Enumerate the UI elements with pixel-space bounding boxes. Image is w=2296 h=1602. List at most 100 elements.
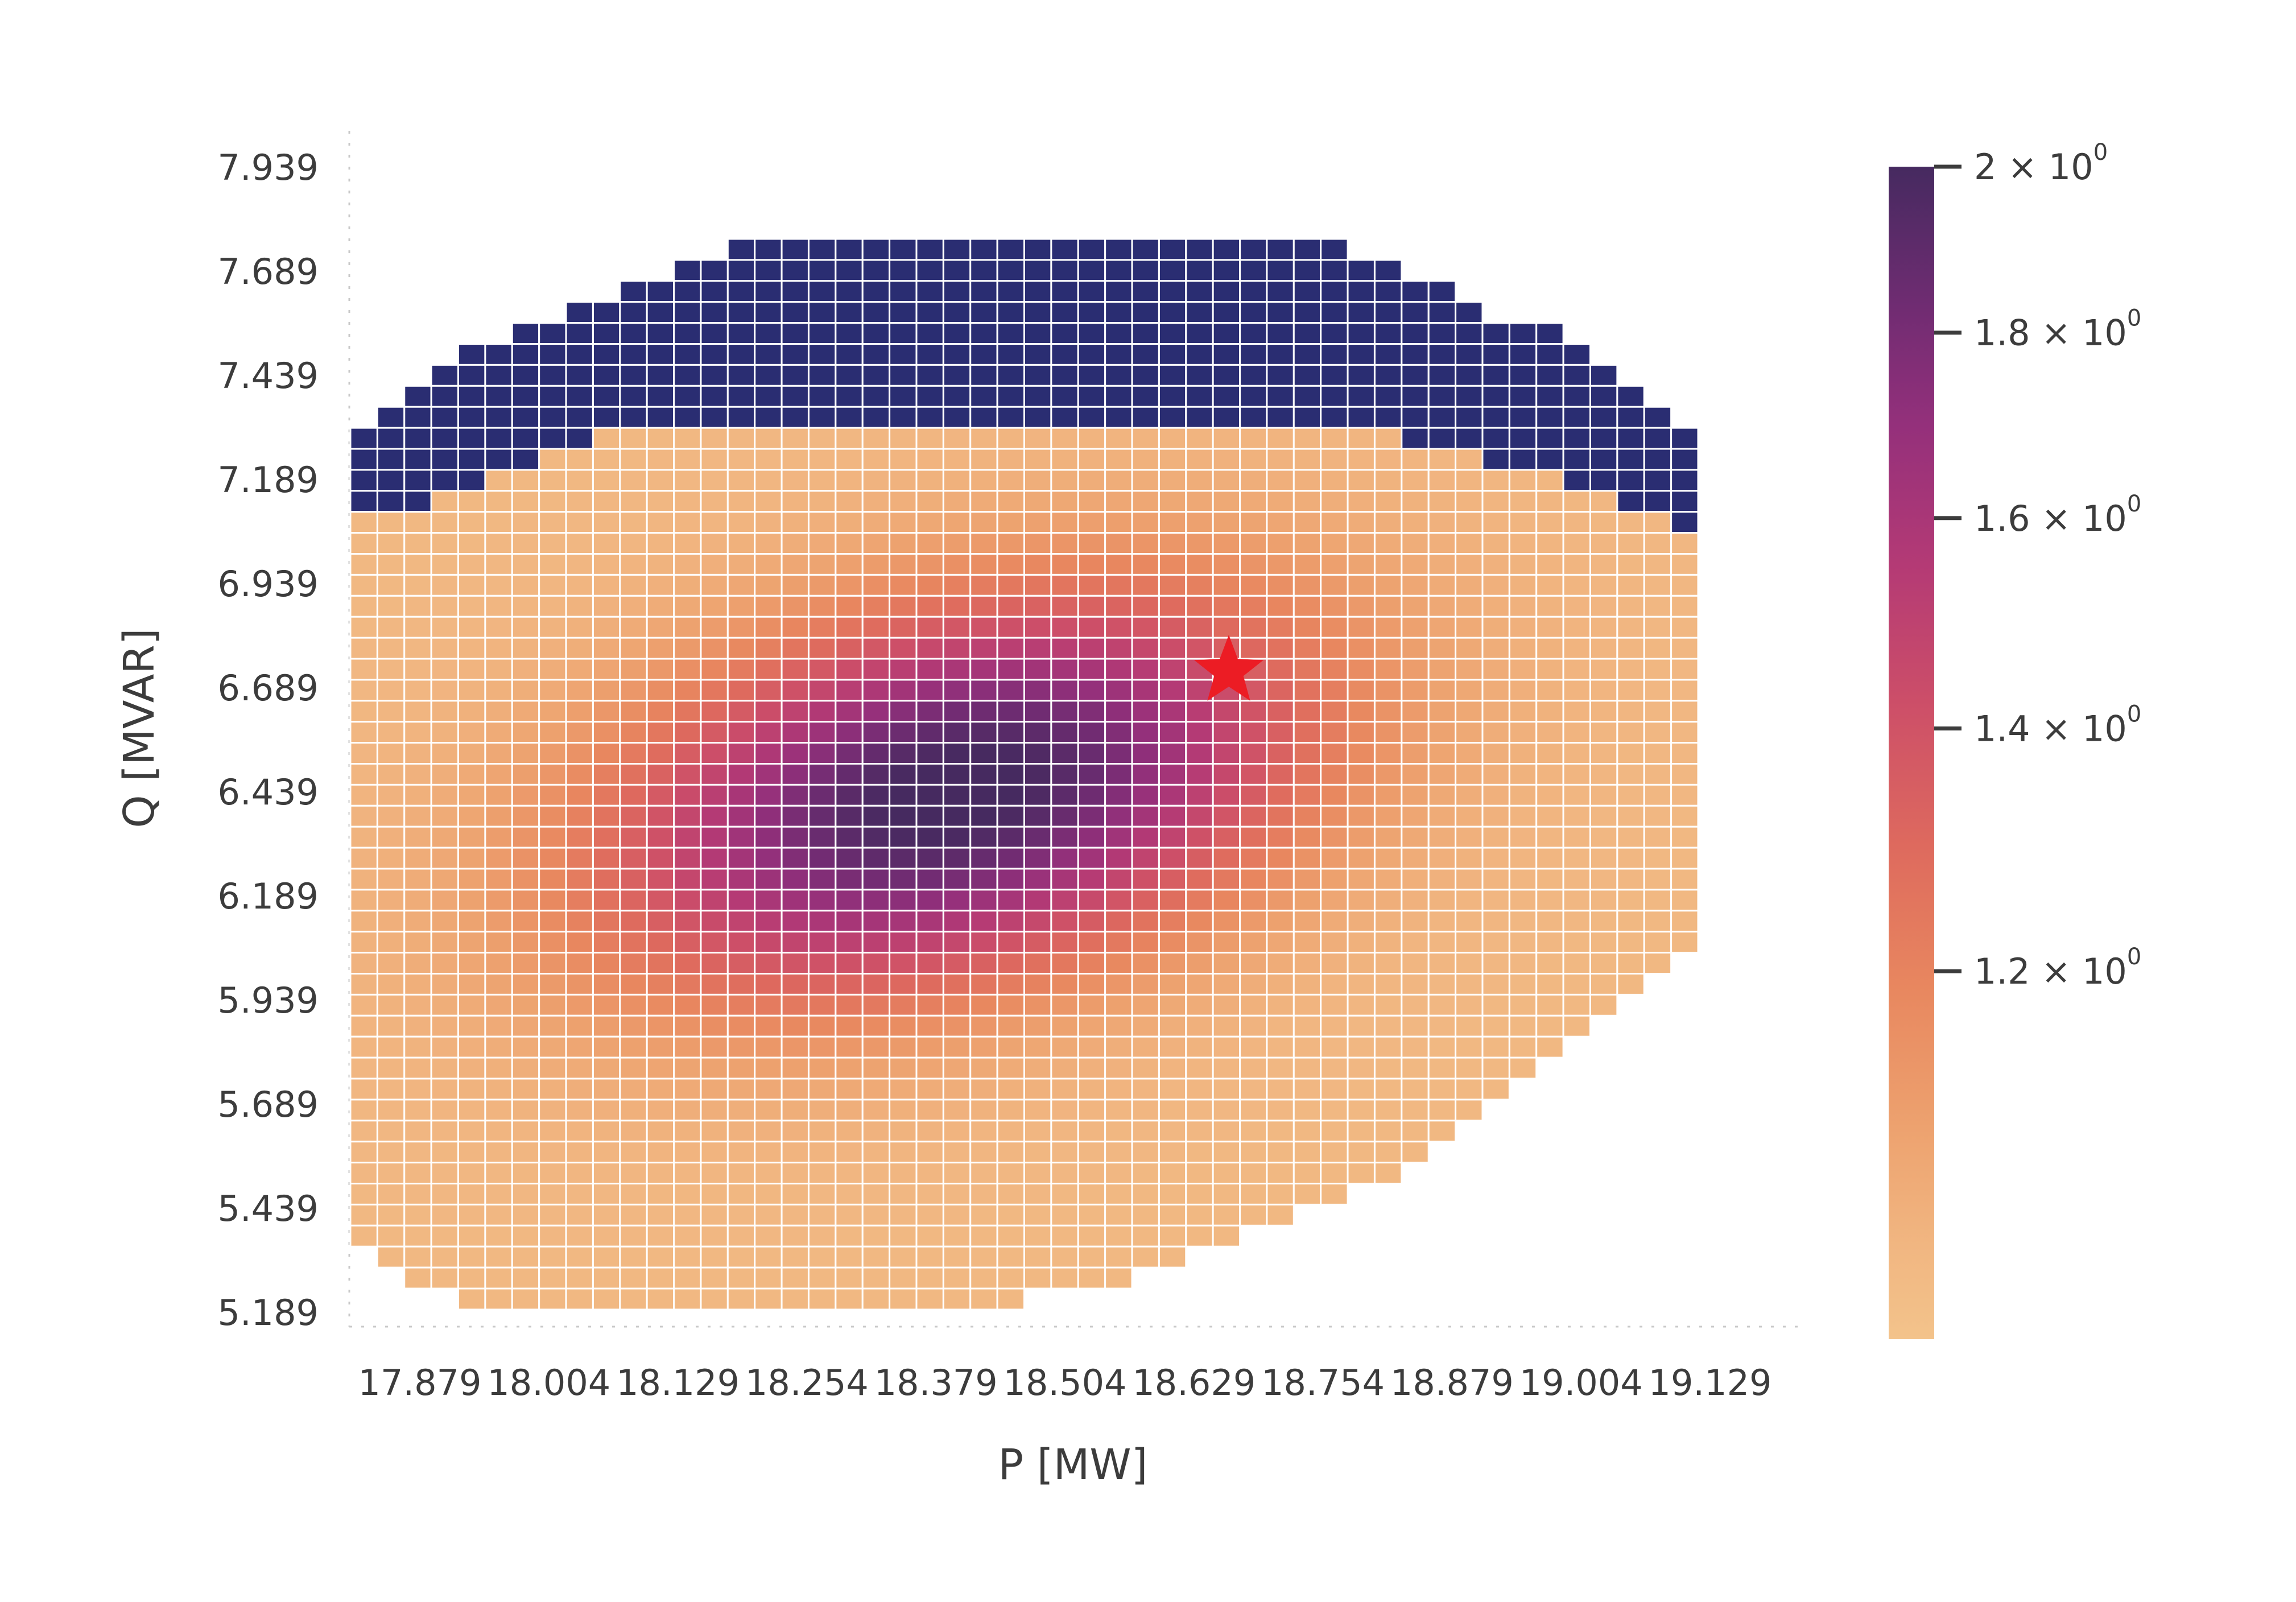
heatmap-cell	[457, 511, 486, 534]
heatmap-cell	[484, 532, 513, 555]
heatmap-cell	[430, 1014, 460, 1038]
heatmap-cell	[726, 783, 756, 807]
heatmap-cell	[726, 1120, 756, 1143]
heatmap-cell	[861, 637, 891, 660]
heatmap-cell	[1535, 511, 1564, 534]
heatmap-cell	[1320, 385, 1349, 408]
heatmap-cell	[538, 1245, 567, 1269]
heatmap-cell	[538, 1014, 567, 1038]
heatmap-cell	[996, 448, 1025, 471]
heatmap-cell	[1212, 1203, 1241, 1227]
heatmap-cell	[1616, 868, 1645, 891]
heatmap-cell	[1158, 406, 1187, 429]
heatmap-cell	[1589, 804, 1618, 828]
heatmap-cell	[646, 1120, 675, 1143]
heatmap-cell	[1104, 469, 1133, 492]
heatmap-cell	[1508, 868, 1538, 891]
heatmap-cell	[861, 385, 891, 408]
heatmap-cell	[726, 1035, 756, 1059]
heatmap-cell	[1185, 637, 1214, 660]
y-tick-label: 5.189	[218, 1292, 319, 1333]
heatmap-cell	[1158, 1014, 1187, 1038]
colorbar-bar	[1889, 167, 1934, 1339]
heatmap-cell	[726, 804, 756, 828]
heatmap-cell	[726, 1224, 756, 1248]
heatmap-cell	[1401, 469, 1430, 492]
heatmap-cell	[1131, 406, 1160, 429]
heatmap-cell	[1077, 469, 1106, 492]
heatmap-cell	[754, 783, 783, 807]
heatmap-cell	[807, 1077, 837, 1101]
heatmap-cell	[403, 742, 432, 765]
heatmap-cell	[1077, 763, 1106, 786]
heatmap-cell	[1292, 594, 1322, 618]
heatmap-cell	[1050, 973, 1079, 996]
heatmap-cell	[969, 742, 998, 765]
heatmap-cell	[538, 1203, 567, 1227]
heatmap-cell	[889, 532, 918, 555]
heatmap-cell	[1050, 763, 1079, 786]
heatmap-cell	[996, 910, 1025, 933]
heatmap-cell	[1320, 721, 1349, 744]
heatmap-cell	[1185, 993, 1214, 1017]
heatmap-cell	[1373, 343, 1403, 366]
heatmap-cell	[996, 1141, 1025, 1164]
heatmap-cell	[1158, 511, 1187, 534]
heatmap-cell	[700, 1014, 729, 1038]
heatmap-cell	[996, 1245, 1025, 1269]
heatmap-cell	[646, 280, 675, 303]
heatmap-cell	[403, 1266, 432, 1290]
heatmap-cell	[1401, 910, 1430, 933]
heatmap-cell	[1212, 280, 1241, 303]
heatmap-cell	[1023, 825, 1052, 849]
heatmap-cell	[781, 322, 810, 345]
heatmap-cell	[592, 322, 621, 345]
heatmap-cell	[1643, 847, 1673, 870]
heatmap-cell	[592, 1183, 621, 1205]
heatmap-cell	[1616, 952, 1645, 975]
heatmap-cell	[1373, 427, 1403, 450]
heatmap-cell	[1455, 616, 1484, 639]
heatmap-cell	[1158, 721, 1187, 744]
heatmap-cell	[889, 825, 918, 849]
heatmap-cell	[1104, 406, 1133, 429]
heatmap-cell	[1185, 1224, 1214, 1248]
heatmap-cell	[700, 993, 729, 1017]
heatmap-cell	[1292, 1141, 1322, 1164]
heatmap-cell	[1212, 1141, 1241, 1164]
heatmap-cell	[726, 532, 756, 555]
heatmap-cell	[1427, 931, 1457, 954]
heatmap-cell	[915, 448, 944, 471]
heatmap-cell	[1185, 427, 1214, 450]
heatmap-cell	[511, 573, 540, 597]
heatmap-cell	[349, 931, 378, 954]
heatmap-cell	[1589, 783, 1618, 807]
heatmap-cell	[1535, 469, 1564, 492]
heatmap-cell	[1185, 364, 1214, 387]
heatmap-cell	[915, 931, 944, 954]
heatmap-cell	[835, 1266, 864, 1290]
heatmap-cell	[592, 469, 621, 492]
heatmap-cell	[835, 469, 864, 492]
heatmap-cell	[1320, 847, 1349, 870]
heatmap-cell	[619, 364, 648, 387]
heatmap-cell	[781, 1099, 810, 1122]
heatmap-cell	[619, 763, 648, 786]
heatmap-cell	[835, 763, 864, 786]
heatmap-cell	[781, 448, 810, 471]
heatmap-cell	[700, 804, 729, 828]
heatmap-cell	[1185, 1183, 1214, 1205]
heatmap-cell	[1643, 889, 1673, 912]
heatmap-cell	[889, 1162, 918, 1184]
heatmap-cell	[942, 553, 972, 576]
heatmap-cell	[915, 238, 944, 261]
heatmap-cell	[403, 1077, 432, 1101]
heatmap-cell	[538, 1224, 567, 1248]
heatmap-cell	[1266, 280, 1295, 303]
heatmap-cell	[403, 931, 432, 954]
heatmap-cell	[1508, 1014, 1538, 1038]
heatmap-cell	[861, 1035, 891, 1059]
heatmap-cell	[1077, 973, 1106, 996]
heatmap-cell	[619, 385, 648, 408]
heatmap-cell	[915, 1141, 944, 1164]
